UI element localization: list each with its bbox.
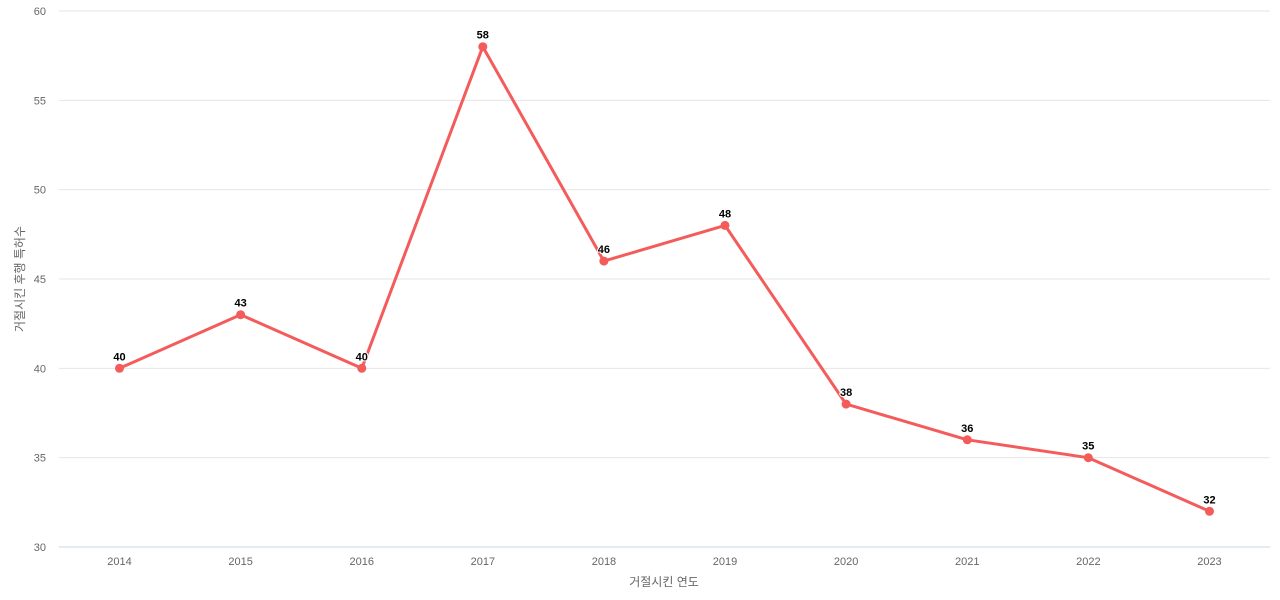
x-tick-label: 2020 bbox=[834, 556, 858, 568]
x-tick-labels-group: 2014 2015 2016 2017 2018 2019 2020 2021 2022 2023 bbox=[107, 556, 1221, 568]
data-point[interactable] bbox=[962, 435, 972, 445]
data-label: 40 bbox=[356, 351, 368, 363]
data-label: 58 bbox=[477, 30, 489, 42]
data-labels-group: 40 43 40 58 46 48 38 36 35 32 bbox=[112, 29, 1216, 508]
x-tick-label: 2015 bbox=[228, 556, 252, 568]
data-label: 35 bbox=[1082, 441, 1094, 453]
x-tick-label: 2017 bbox=[471, 556, 495, 568]
x-tick-label: 2016 bbox=[350, 556, 374, 568]
data-label: 43 bbox=[234, 298, 246, 310]
x-tick-label: 2021 bbox=[955, 556, 979, 568]
data-point[interactable] bbox=[115, 363, 124, 373]
y-tick-label: 40 bbox=[34, 363, 46, 375]
data-label: 32 bbox=[1203, 494, 1215, 506]
data-label: 46 bbox=[598, 244, 610, 256]
y-tick-label: 50 bbox=[34, 185, 46, 197]
data-point[interactable] bbox=[841, 399, 851, 409]
data-point[interactable] bbox=[1205, 506, 1214, 516]
y-tick-label: 45 bbox=[34, 274, 46, 286]
data-label: 38 bbox=[840, 387, 852, 399]
series-group bbox=[115, 42, 1214, 516]
gridlines-group bbox=[59, 10, 1270, 548]
x-tick-label: 2019 bbox=[713, 556, 737, 568]
data-point[interactable] bbox=[599, 256, 609, 266]
series-line bbox=[118, 45, 1211, 513]
data-point[interactable] bbox=[357, 363, 367, 373]
data-point[interactable] bbox=[478, 42, 488, 52]
y-tick-label: 35 bbox=[34, 453, 46, 465]
y-axis-title: 거절시킨 후행 특허수 bbox=[13, 225, 27, 333]
x-tick-label: 2014 bbox=[107, 556, 131, 568]
data-label: 36 bbox=[961, 423, 973, 435]
data-point[interactable] bbox=[1083, 453, 1093, 463]
x-axis-title: 거절시킨 연도 bbox=[629, 575, 699, 589]
y-tick-label: 30 bbox=[34, 542, 46, 554]
x-tick-label: 2023 bbox=[1197, 556, 1221, 568]
data-point[interactable] bbox=[720, 220, 730, 230]
y-tick-label: 60 bbox=[34, 6, 46, 18]
x-tick-label: 2018 bbox=[592, 556, 616, 568]
y-tick-labels-group: 30 35 40 45 50 55 60 bbox=[34, 6, 46, 554]
y-tick-label: 55 bbox=[34, 95, 46, 107]
data-point[interactable] bbox=[236, 310, 246, 320]
x-tick-label: 2022 bbox=[1076, 556, 1100, 568]
data-label: 48 bbox=[719, 208, 731, 220]
data-label: 40 bbox=[113, 351, 125, 363]
